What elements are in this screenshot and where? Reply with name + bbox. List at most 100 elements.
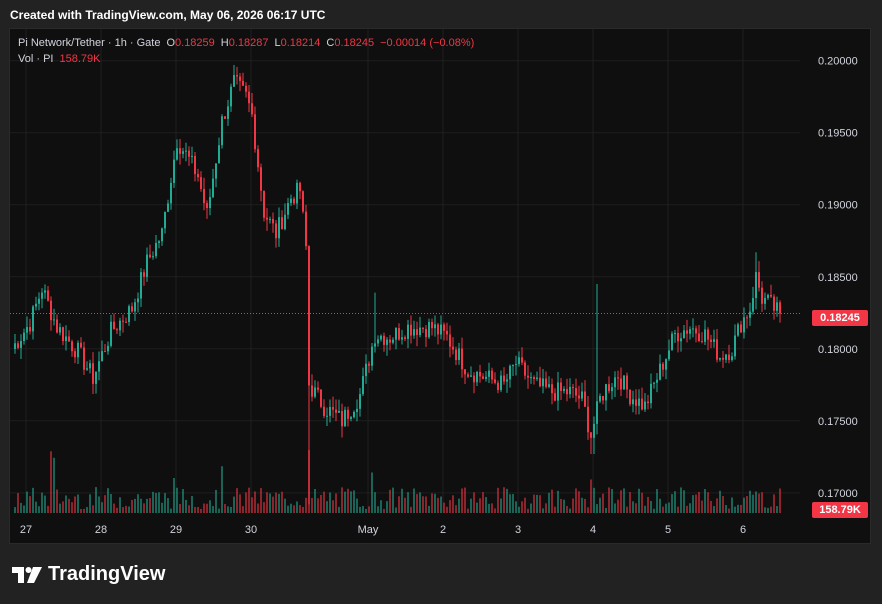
candle-body bbox=[680, 338, 682, 342]
price-chart[interactable]: 0.20000 0.19500 0.19000 0.18500 0.18000 0.175… bbox=[10, 29, 872, 545]
volume-bar bbox=[284, 498, 286, 513]
volume-bar bbox=[218, 508, 220, 513]
volume-bar bbox=[473, 492, 475, 513]
candle-body bbox=[749, 311, 751, 318]
volume-bar bbox=[671, 494, 673, 513]
volume-bar bbox=[278, 493, 280, 513]
candle-body bbox=[491, 370, 493, 380]
volume-bar bbox=[404, 497, 406, 513]
volume-bar bbox=[668, 502, 670, 513]
volume-bar bbox=[221, 466, 223, 513]
candle-body bbox=[146, 254, 148, 277]
candle-body bbox=[737, 324, 739, 336]
candle-body bbox=[212, 178, 214, 198]
candle-body bbox=[215, 163, 217, 179]
candle-body bbox=[623, 375, 625, 390]
volume-bar bbox=[122, 507, 124, 513]
candle-body bbox=[77, 342, 79, 358]
chart-panel[interactable]: 0.20000 0.19500 0.19000 0.18500 0.18000 0.175… bbox=[9, 28, 871, 544]
candle-body bbox=[50, 300, 52, 321]
candle-body bbox=[119, 320, 121, 331]
volume-bar bbox=[605, 507, 607, 513]
volume-bar bbox=[653, 508, 655, 513]
volume-bar bbox=[125, 505, 127, 513]
candle-body bbox=[746, 317, 748, 319]
volume-bar bbox=[536, 494, 538, 513]
candle-body bbox=[221, 116, 223, 146]
candle-body bbox=[485, 376, 487, 379]
high-label: H bbox=[220, 37, 229, 49]
candle-body bbox=[26, 327, 28, 333]
candle-body bbox=[665, 359, 667, 370]
volume-bar bbox=[683, 490, 685, 513]
candle-body bbox=[572, 386, 574, 389]
volume-bar bbox=[770, 506, 772, 513]
volume-bar bbox=[773, 494, 775, 513]
candle-body bbox=[284, 214, 286, 230]
volume-bar bbox=[128, 506, 130, 513]
candle-body bbox=[179, 148, 181, 154]
candle-body bbox=[56, 319, 58, 333]
volume-bar bbox=[146, 498, 148, 513]
volume-bar bbox=[500, 498, 502, 513]
candle-body bbox=[101, 351, 103, 362]
volume-bar bbox=[365, 508, 367, 513]
candle-body bbox=[350, 417, 352, 419]
volume-bar bbox=[77, 494, 79, 513]
time-tick-label: 29 bbox=[170, 524, 182, 536]
candle-body bbox=[578, 395, 580, 399]
candle-body bbox=[308, 246, 310, 386]
volume-bar bbox=[35, 501, 37, 513]
volume-bar bbox=[368, 506, 370, 513]
volume-bar bbox=[416, 494, 418, 513]
volume-bar bbox=[503, 487, 505, 513]
volume-bar bbox=[107, 488, 109, 513]
volume-bar bbox=[224, 504, 226, 513]
volume-bar bbox=[431, 493, 433, 513]
volume-bar bbox=[212, 506, 214, 513]
candle-body bbox=[269, 218, 271, 220]
candle-body bbox=[383, 335, 385, 345]
candle-body bbox=[341, 410, 343, 427]
volume-bar bbox=[533, 494, 535, 513]
candle-body bbox=[776, 302, 778, 311]
candle-body bbox=[674, 333, 676, 335]
volume-bar bbox=[746, 496, 748, 513]
volume-bar bbox=[113, 503, 115, 513]
volume-bar bbox=[632, 501, 634, 513]
volume-bar bbox=[725, 505, 727, 513]
candle-body bbox=[560, 382, 562, 391]
candle-body bbox=[545, 378, 547, 387]
volume-bar bbox=[716, 498, 718, 513]
volume-bar bbox=[161, 502, 163, 513]
candle-body bbox=[557, 382, 559, 401]
candle-body bbox=[449, 334, 451, 347]
candle-body bbox=[239, 76, 241, 81]
candle-body bbox=[611, 387, 613, 392]
volume-bar bbox=[704, 489, 706, 513]
volume-bar bbox=[296, 501, 298, 513]
volume-bar bbox=[470, 498, 472, 513]
volume-bar bbox=[779, 488, 781, 513]
volume-bar bbox=[635, 503, 637, 513]
candle-body bbox=[65, 336, 67, 342]
volume-bar bbox=[131, 499, 133, 513]
candle-body bbox=[197, 174, 199, 178]
candle-body bbox=[518, 357, 520, 365]
volume-bar bbox=[647, 496, 649, 513]
candle-body bbox=[536, 377, 538, 380]
volume-bar bbox=[23, 505, 25, 513]
volume-bar bbox=[71, 502, 73, 513]
volume-bar bbox=[518, 506, 520, 513]
candle-body bbox=[644, 401, 646, 410]
volume-bar bbox=[548, 492, 550, 513]
tradingview-brand[interactable]: TradingView bbox=[12, 563, 165, 586]
volume-bar bbox=[425, 496, 427, 513]
volume-bar bbox=[572, 498, 574, 513]
volume-bar bbox=[215, 489, 217, 513]
volume-bar bbox=[305, 497, 307, 513]
volume-bar bbox=[311, 497, 313, 513]
open-value: 0.18259 bbox=[175, 37, 215, 49]
candle-body bbox=[482, 376, 484, 379]
candle-body bbox=[677, 333, 679, 342]
